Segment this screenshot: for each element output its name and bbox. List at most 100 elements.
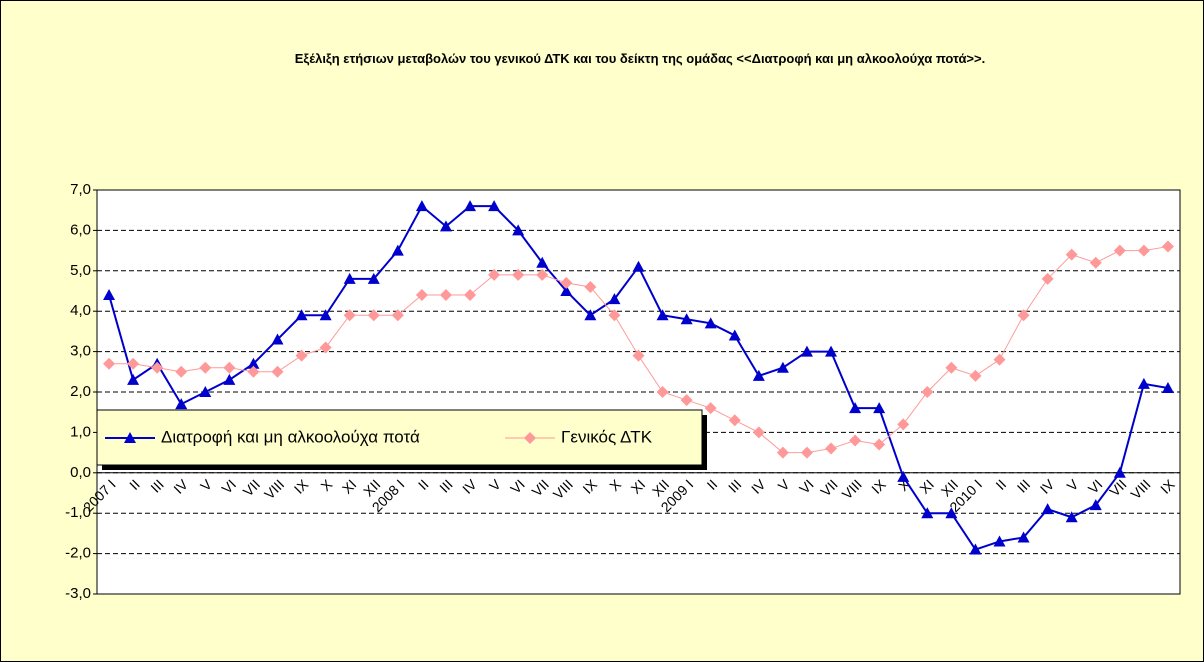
marker bbox=[1161, 240, 1174, 253]
legend-label: Διατροφή και μη αλκοολούχα ποτά bbox=[161, 427, 420, 446]
marker bbox=[247, 365, 260, 378]
marker bbox=[584, 280, 597, 293]
marker bbox=[319, 341, 332, 354]
marker bbox=[199, 361, 212, 374]
marker bbox=[1017, 309, 1030, 322]
marker bbox=[464, 200, 477, 212]
marker bbox=[223, 361, 236, 374]
marker bbox=[873, 438, 886, 451]
marker bbox=[800, 345, 813, 357]
marker bbox=[632, 260, 645, 272]
marker bbox=[367, 272, 380, 284]
marker bbox=[560, 276, 573, 289]
marker bbox=[969, 369, 982, 382]
marker bbox=[439, 289, 452, 302]
marker bbox=[367, 309, 380, 322]
marker bbox=[560, 285, 573, 296]
marker bbox=[1113, 244, 1126, 257]
marker bbox=[127, 357, 140, 370]
marker bbox=[1065, 248, 1078, 261]
marker bbox=[343, 272, 356, 284]
marker bbox=[199, 386, 212, 397]
marker bbox=[1065, 511, 1078, 523]
chart-title: Εξέλιξη ετήσιων μεταβολών του γενικού ΔΤ… bbox=[294, 51, 986, 66]
marker bbox=[391, 244, 404, 256]
y-tick-label: 5,0 bbox=[70, 262, 91, 279]
marker bbox=[825, 442, 838, 455]
marker bbox=[945, 361, 958, 374]
y-tick-label: 6,0 bbox=[70, 221, 91, 238]
marker bbox=[295, 349, 308, 362]
y-tick-label: 7,0 bbox=[70, 181, 91, 198]
marker bbox=[1137, 377, 1150, 389]
marker bbox=[993, 535, 1006, 547]
y-tick-label: -3,0 bbox=[65, 585, 91, 602]
marker bbox=[536, 268, 549, 281]
marker bbox=[897, 418, 910, 431]
y-tick-label: 1,0 bbox=[70, 423, 91, 440]
y-tick-label: 3,0 bbox=[70, 343, 91, 360]
marker bbox=[536, 256, 549, 268]
marker bbox=[656, 386, 669, 398]
marker bbox=[1113, 466, 1126, 478]
marker bbox=[103, 289, 116, 301]
marker bbox=[608, 309, 621, 322]
legend bbox=[96, 409, 703, 466]
marker bbox=[752, 426, 765, 439]
y-tick-label: -2,0 bbox=[65, 545, 91, 562]
marker bbox=[632, 349, 645, 362]
marker bbox=[728, 414, 741, 427]
marker bbox=[464, 289, 477, 302]
marker bbox=[524, 432, 536, 444]
legend-label: Γενικός ΔΤΚ bbox=[561, 427, 653, 446]
marker bbox=[1137, 244, 1150, 257]
y-tick-label: 4,0 bbox=[70, 302, 91, 319]
marker bbox=[127, 373, 140, 385]
marker bbox=[945, 507, 958, 519]
marker bbox=[873, 402, 886, 414]
marker bbox=[969, 543, 982, 555]
marker bbox=[295, 309, 308, 321]
marker bbox=[103, 357, 116, 370]
marker bbox=[1161, 381, 1174, 393]
marker bbox=[584, 309, 597, 321]
marker bbox=[271, 365, 284, 378]
marker bbox=[271, 333, 284, 345]
marker bbox=[993, 353, 1006, 366]
marker bbox=[921, 507, 934, 519]
marker bbox=[175, 398, 188, 410]
marker bbox=[391, 309, 404, 322]
marker bbox=[151, 361, 164, 374]
marker bbox=[1041, 272, 1054, 285]
marker bbox=[1041, 503, 1054, 515]
marker bbox=[800, 446, 813, 459]
marker bbox=[488, 268, 501, 281]
marker bbox=[704, 317, 717, 329]
marker bbox=[849, 402, 862, 414]
marker bbox=[776, 446, 789, 459]
marker bbox=[124, 432, 136, 443]
marker bbox=[680, 313, 693, 325]
marker bbox=[415, 200, 428, 212]
y-tick-label: -1,0 bbox=[65, 504, 91, 521]
marker bbox=[415, 289, 428, 302]
marker bbox=[825, 345, 838, 357]
marker bbox=[512, 268, 525, 281]
marker bbox=[319, 309, 332, 321]
marker bbox=[752, 369, 765, 381]
y-tick-label: 0,0 bbox=[70, 464, 91, 481]
marker bbox=[223, 373, 236, 385]
marker bbox=[247, 357, 260, 369]
marker bbox=[704, 402, 717, 415]
marker bbox=[1089, 499, 1102, 511]
marker bbox=[488, 200, 501, 212]
marker bbox=[608, 293, 621, 305]
marker bbox=[439, 220, 452, 232]
marker bbox=[343, 309, 356, 322]
marker bbox=[512, 224, 525, 236]
marker bbox=[1017, 531, 1030, 543]
marker bbox=[776, 361, 789, 373]
marker bbox=[175, 365, 188, 378]
